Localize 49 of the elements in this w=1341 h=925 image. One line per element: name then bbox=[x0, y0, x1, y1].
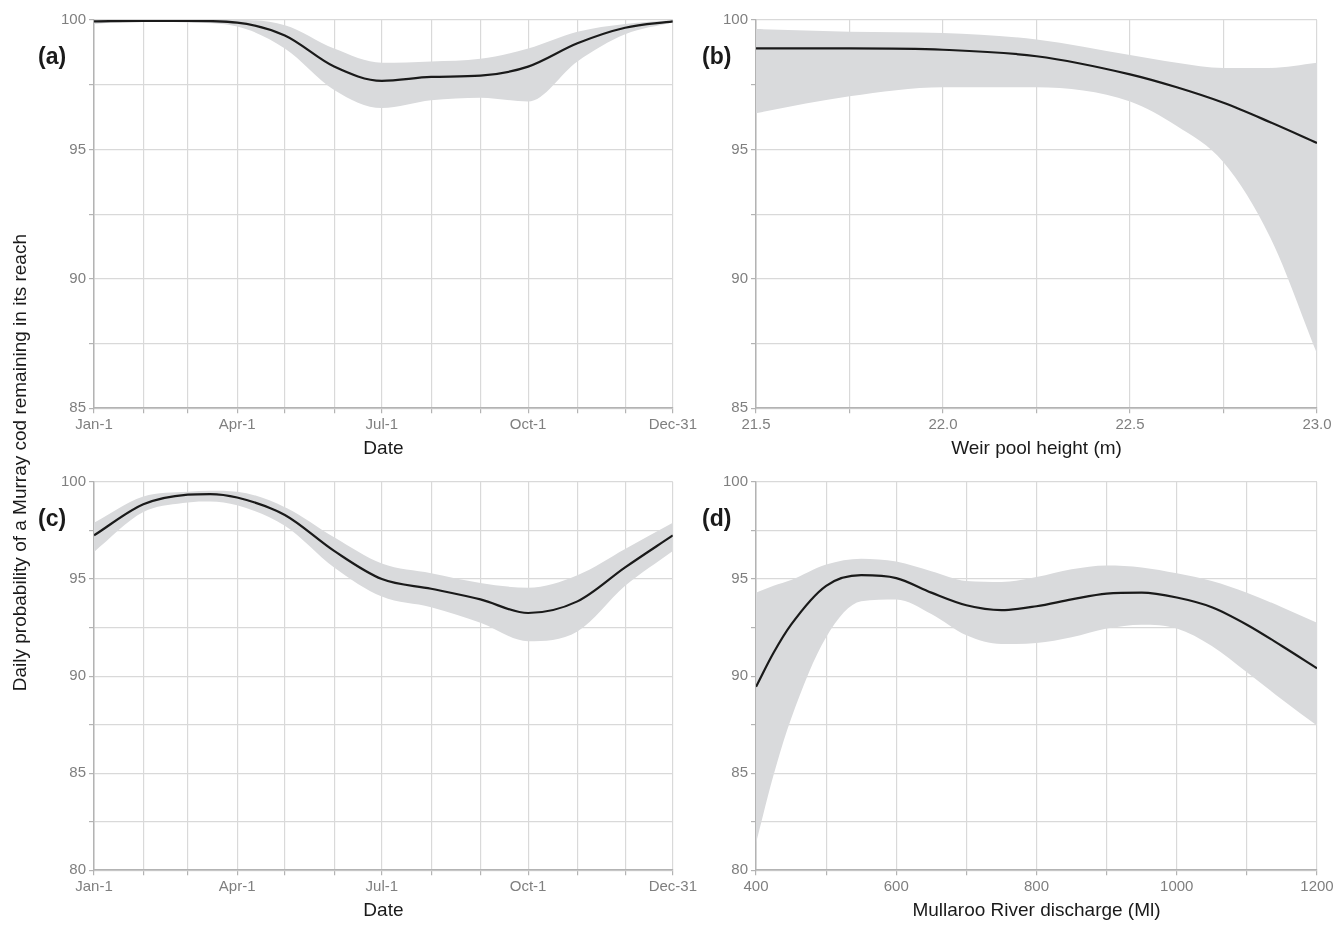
y-tick-label: 100 bbox=[61, 10, 87, 28]
x-tick-label: 800 bbox=[1024, 877, 1050, 895]
y-tick-label: 90 bbox=[69, 268, 87, 286]
x-tick-label: Jul-1 bbox=[365, 877, 399, 895]
line-series bbox=[94, 492, 673, 615]
y-tick-label: 85 bbox=[69, 763, 87, 781]
y-tick-label: 85 bbox=[731, 398, 749, 416]
x-tick-label: Oct-1 bbox=[509, 415, 547, 433]
y-tick-label: 100 bbox=[61, 472, 87, 490]
text: (c) bbox=[38, 505, 67, 532]
y-tick-label: 85 bbox=[69, 398, 87, 416]
text: (d) bbox=[702, 505, 732, 532]
x-tick-label: 1200 bbox=[1300, 877, 1334, 895]
y-tick-label: 100 bbox=[723, 10, 749, 28]
x-axis-title: Weir pool height (m) bbox=[951, 436, 1122, 458]
x-tick-label: 22.5 bbox=[1115, 415, 1145, 433]
x-tick-label: 400 bbox=[743, 877, 769, 895]
x-tick-label: Jul-1 bbox=[365, 415, 399, 433]
y-tick-label: 80 bbox=[731, 860, 749, 878]
x-tick-label: 1000 bbox=[1160, 877, 1194, 895]
x-tick-label: Jan-1 bbox=[75, 415, 113, 433]
y-tick-label: 85 bbox=[731, 763, 749, 781]
x-tick-label: Jan-1 bbox=[75, 877, 113, 895]
x-tick-label: 600 bbox=[883, 877, 909, 895]
y-tick-label: 95 bbox=[731, 569, 749, 587]
y-tick-label: 80 bbox=[69, 860, 87, 878]
x-tick-label: 23.0 bbox=[1302, 415, 1332, 433]
x-tick-label: Oct-1 bbox=[509, 877, 547, 895]
text: (a) bbox=[38, 43, 67, 70]
x-tick-label: Apr-1 bbox=[218, 877, 256, 895]
y-tick-label: 90 bbox=[731, 268, 749, 286]
line-series bbox=[756, 47, 1317, 145]
x-tick-label: Dec-31 bbox=[648, 415, 697, 433]
text: (b) bbox=[702, 43, 732, 70]
x-tick-label: Apr-1 bbox=[218, 415, 256, 433]
y-tick-label: 95 bbox=[69, 139, 87, 157]
x-axis-title: Date bbox=[363, 436, 404, 458]
x-axis-title: Mullaroo River discharge (Ml) bbox=[912, 898, 1161, 920]
x-tick-label: Dec-31 bbox=[648, 877, 697, 895]
x-tick-label: 21.5 bbox=[741, 415, 771, 433]
x-tick-label: 22.0 bbox=[928, 415, 958, 433]
y-tick-label: 90 bbox=[69, 666, 87, 684]
y-tick-label: 90 bbox=[731, 666, 749, 684]
y-tick-label: 95 bbox=[69, 569, 87, 587]
y-tick-label: 95 bbox=[731, 139, 749, 157]
y-tick-label: 100 bbox=[723, 472, 749, 490]
x-axis-title: Date bbox=[363, 898, 404, 920]
y-axis-title: Daily probability of a Murray cod remaining in its reach bbox=[9, 233, 31, 692]
line-series bbox=[756, 574, 1317, 688]
